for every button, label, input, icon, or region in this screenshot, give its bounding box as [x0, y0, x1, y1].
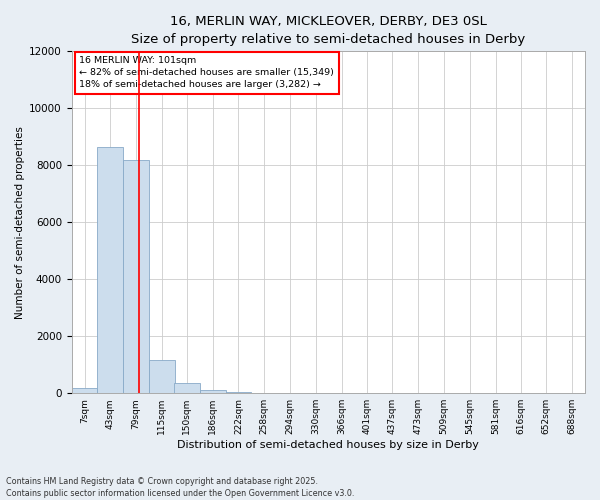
Y-axis label: Number of semi-detached properties: Number of semi-detached properties	[15, 126, 25, 318]
Text: 16 MERLIN WAY: 101sqm
← 82% of semi-detached houses are smaller (15,349)
18% of : 16 MERLIN WAY: 101sqm ← 82% of semi-deta…	[79, 56, 334, 89]
Bar	[174, 383, 200, 393]
Bar	[149, 360, 175, 393]
Title: 16, MERLIN WAY, MICKLEOVER, DERBY, DE3 0SL
Size of property relative to semi-det: 16, MERLIN WAY, MICKLEOVER, DERBY, DE3 0…	[131, 15, 526, 46]
Bar	[97, 147, 123, 393]
Bar	[226, 392, 251, 393]
Text: Contains HM Land Registry data © Crown copyright and database right 2025.
Contai: Contains HM Land Registry data © Crown c…	[6, 476, 355, 498]
Bar	[200, 390, 226, 393]
X-axis label: Distribution of semi-detached houses by size in Derby: Distribution of semi-detached houses by …	[178, 440, 479, 450]
Bar	[123, 160, 149, 393]
Bar	[71, 388, 97, 393]
